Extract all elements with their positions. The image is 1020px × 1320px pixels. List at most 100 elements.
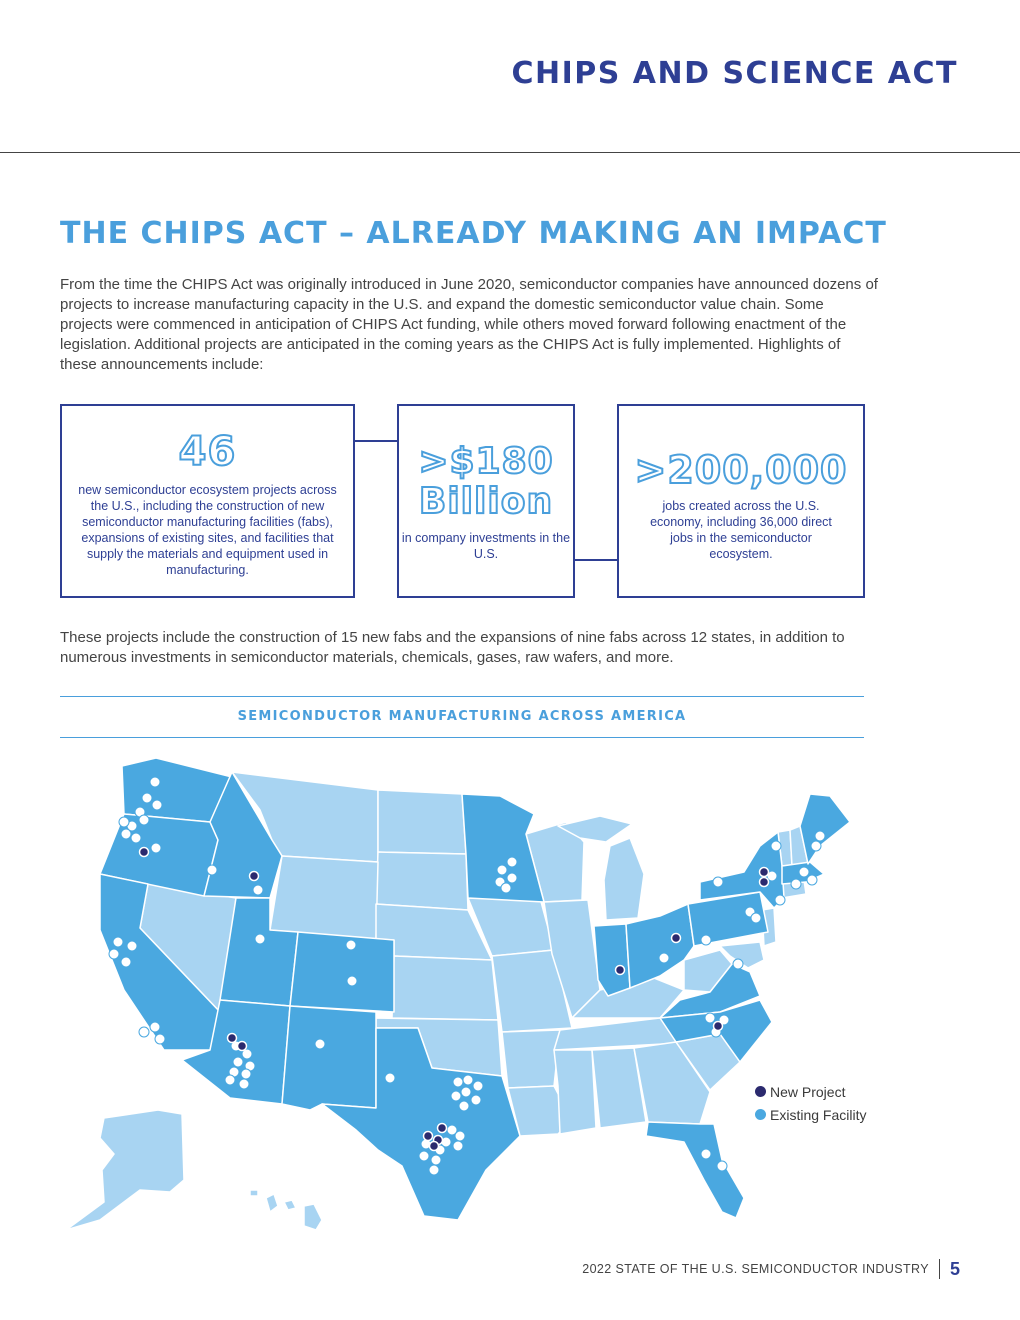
state-alaska (65, 1109, 185, 1231)
new-project-marker (436, 1122, 448, 1134)
facility-marker (232, 1056, 244, 1068)
facility-marker (500, 882, 512, 894)
facility-marker (118, 816, 130, 828)
facility-marker (454, 1130, 466, 1142)
stat-connector-1 (355, 440, 397, 442)
state-colorado (289, 931, 395, 1013)
legend-new-project: New Project (755, 1080, 866, 1103)
facility-marker (141, 792, 153, 804)
facility-marker (149, 776, 161, 788)
state-georgia (633, 1041, 711, 1125)
facility-marker (130, 832, 142, 844)
legend-new-project-label: New Project (770, 1083, 846, 1100)
state-michigan-upper (557, 815, 633, 843)
header-divider (0, 152, 1020, 153)
state-idaho (203, 771, 283, 899)
new-project-marker (248, 870, 260, 882)
facility-marker (462, 1074, 474, 1086)
facility-marker (716, 1160, 728, 1172)
facility-marker (112, 936, 124, 948)
facility-marker (138, 1026, 150, 1038)
stat-jobs-text: jobs created across the U.S. economy, in… (650, 499, 832, 561)
facility-marker (238, 1078, 250, 1090)
map-title-rule-top (60, 696, 864, 697)
state-wyoming (269, 855, 379, 941)
facility-marker (806, 874, 818, 886)
state-delaware-maryland (719, 941, 765, 969)
state-hawaii (265, 1193, 279, 1213)
state-arkansas (501, 1029, 561, 1089)
us-map (65, 757, 851, 1231)
page-footer: 2022 STATE OF THE U.S. SEMICONDUCTOR IND… (560, 1256, 960, 1282)
new-project-marker (712, 1020, 724, 1032)
state-pennsylvania (687, 891, 769, 947)
facility-marker (658, 952, 670, 964)
state-hawaii-maui (283, 1199, 297, 1211)
facility-marker (151, 799, 163, 811)
stat-projects-value: 46 (178, 429, 237, 475)
facility-marker (314, 1038, 326, 1050)
intro-paragraph: From the time the CHIPS Act was original… (60, 276, 878, 373)
facility-marker (704, 1012, 716, 1024)
stat-investment-value: >$180 Billion (399, 441, 573, 523)
state-ohio (625, 903, 695, 989)
facility-marker (798, 866, 810, 878)
state-kansas (391, 955, 499, 1021)
new-project-marker (670, 932, 682, 944)
page-number: 5 (949, 1258, 960, 1279)
facility-marker (496, 864, 508, 876)
stat-investment-value-line2: Billion (418, 481, 554, 523)
facility-marker (254, 933, 266, 945)
stat-box-investment: >$180 Billion in company investments in … (397, 404, 575, 598)
facility-marker (126, 940, 138, 952)
stat-investment-value-line1: >$180 (417, 441, 554, 483)
map-legend: New Project Existing Facility (755, 1080, 866, 1126)
state-new-mexico (281, 1005, 377, 1111)
facility-marker (240, 1068, 252, 1080)
facility-marker (384, 1072, 396, 1084)
facility-marker (472, 1080, 484, 1092)
facility-marker (138, 814, 150, 826)
state-kentucky (571, 977, 685, 1019)
facility-marker (460, 1086, 472, 1098)
stat-projects-text: new semiconductor ecosystem projects acr… (78, 483, 337, 577)
facility-marker (750, 912, 762, 924)
facility-marker (814, 830, 826, 842)
facility-marker (241, 1048, 253, 1060)
new-project-marker (226, 1032, 238, 1044)
state-south-dakota (375, 851, 469, 911)
new-project-marker (138, 846, 150, 858)
facility-marker (506, 856, 518, 868)
map-title-rule-bottom (60, 737, 864, 738)
new-project-marker (428, 1140, 440, 1152)
facility-marker (108, 948, 120, 960)
new-project-marker (758, 866, 770, 878)
facility-marker (790, 878, 802, 890)
new-project-marker (758, 876, 770, 888)
facility-marker (418, 1150, 430, 1162)
facility-marker (150, 842, 162, 854)
footer-separator (938, 1259, 940, 1279)
facility-marker (700, 934, 712, 946)
facility-marker (346, 975, 358, 987)
footer-publication: 2022 STATE OF THE U.S. SEMICONDUCTOR IND… (582, 1262, 929, 1276)
facility-marker (430, 1154, 442, 1166)
new-project-legend-icon (755, 1086, 766, 1097)
state-florida (645, 1121, 745, 1219)
facility-marker (154, 1033, 166, 1045)
facility-marker (458, 1100, 470, 1112)
facility-marker (428, 1164, 440, 1176)
projects-paragraph: These projects include the construction … (60, 629, 845, 666)
facility-marker (120, 956, 132, 968)
facility-marker (452, 1140, 464, 1152)
new-project-marker (236, 1040, 248, 1052)
legend-existing-facility: Existing Facility (755, 1103, 866, 1126)
facility-marker (810, 840, 822, 852)
facility-marker (450, 1090, 462, 1102)
state-north-dakota (377, 789, 467, 855)
stat-box-projects: 46 new semiconductor ecosystem projects … (60, 404, 355, 598)
facility-marker (120, 828, 132, 840)
new-project-marker (422, 1130, 434, 1142)
page-heading: THE CHIPS ACT – ALREADY MAKING AN IMPACT (60, 216, 887, 251)
state-indiana (593, 923, 631, 997)
